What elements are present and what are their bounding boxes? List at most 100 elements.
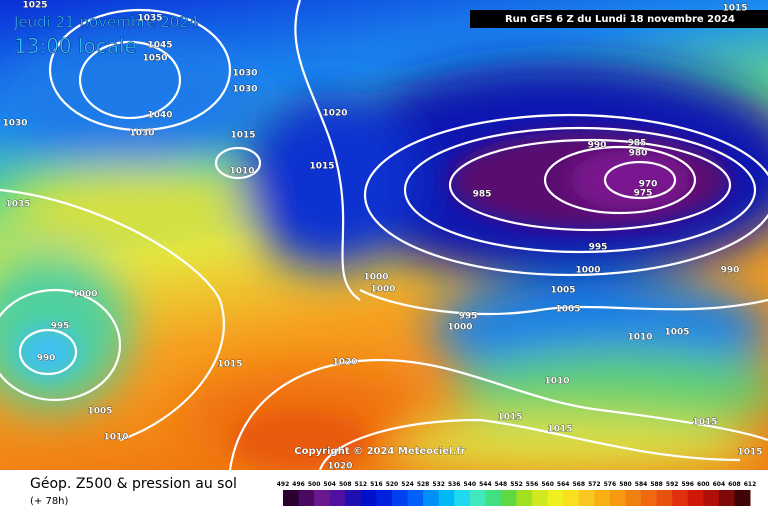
scale-label: 508 [339, 481, 352, 488]
scale-label: 532 [432, 481, 445, 488]
scale-label: 572 [588, 481, 601, 488]
scale-label: 524 [401, 481, 414, 488]
isobar-label: 1015 [692, 418, 717, 428]
scale-swatch [718, 490, 735, 506]
scale-label: 512 [355, 481, 368, 488]
isobar-label: 1030 [232, 85, 257, 95]
isobar-label: 990 [37, 354, 56, 364]
scale-swatch [672, 490, 689, 506]
scale-swatch [485, 490, 502, 506]
scale-label: 552 [510, 481, 523, 488]
scale-swatch [625, 490, 642, 506]
map-title: Géop. Z500 & pression au sol [30, 476, 237, 492]
scale-swatch [376, 490, 393, 506]
scale-swatch [547, 490, 564, 506]
scale-swatch [360, 490, 377, 506]
scale-swatch [532, 490, 549, 506]
isobar-label: 1020 [327, 462, 352, 472]
scale-label: 560 [541, 481, 554, 488]
scale-label: 520 [386, 481, 399, 488]
isobar-label: 1045 [147, 41, 172, 51]
scale-swatch [283, 490, 300, 506]
lead-time: (+ 78h) [30, 496, 69, 507]
scale-swatch [391, 490, 409, 506]
scale-label: 588 [650, 481, 663, 488]
run-info: Run GFS 6 Z du Lundi 18 novembre 2024 [505, 14, 735, 25]
scale-label: 516 [370, 481, 383, 488]
isobar-label: 1015 [722, 4, 747, 14]
isobar-label: 1000 [363, 273, 388, 283]
isobar-label: 1000 [447, 323, 472, 333]
scale-label: 548 [495, 481, 508, 488]
isobar-label: 1005 [550, 286, 575, 296]
isobar-label: 1015 [230, 131, 255, 141]
isobars [0, 0, 768, 470]
isobar-label: 1030 [2, 119, 27, 129]
isobar-label: 980 [629, 149, 648, 159]
isobar-label: 995 [589, 243, 608, 253]
scale-label: 496 [292, 481, 305, 488]
scale-swatch [454, 490, 471, 506]
scale-swatch [469, 490, 486, 506]
scale-swatch [298, 490, 315, 506]
scale-swatch [687, 490, 704, 506]
isobar-label: 1020 [332, 358, 357, 368]
field [0, 0, 768, 475]
scale-swatch [516, 490, 533, 506]
scale-label: 568 [573, 481, 586, 488]
isobar-label: 1015 [309, 162, 334, 172]
scale-swatch [563, 490, 580, 506]
isobar-label: 1020 [322, 109, 347, 119]
isobar-label: 1025 [22, 1, 47, 11]
forecast-time: 13:00 locale [14, 34, 137, 58]
isobar-label: 1010 [103, 433, 128, 443]
isobar-label: 1030 [232, 69, 257, 79]
scale-swatch [438, 490, 455, 506]
scale-label: 596 [681, 481, 694, 488]
copyright: Copyright © 2024 Meteociel.fr [294, 446, 465, 457]
isobar-label: 995 [459, 312, 478, 322]
scale-swatch [641, 490, 658, 506]
scale-label: 492 [277, 481, 290, 488]
forecast-date: Jeudi 21 novembre 2024 [13, 13, 198, 31]
isobar-label: 1005 [87, 407, 112, 417]
color-scale: 492 496 500 504 508 512 516 520 524 528 532 536 540 5… [277, 481, 757, 506]
isobar-label: 1015 [737, 448, 762, 458]
scale-label: 608 [728, 481, 741, 488]
isobar-label: 1050 [142, 54, 167, 64]
scale-label: 580 [619, 481, 632, 488]
isobar-label: 1015 [497, 413, 522, 423]
scale-label: 604 [713, 481, 726, 488]
run-box [470, 10, 768, 28]
scale-label: 544 [479, 481, 492, 488]
isobar-label: 990 [588, 141, 607, 151]
scale-swatch [423, 490, 440, 506]
scale-label: 536 [448, 481, 461, 488]
isobar-label: 995 [51, 322, 70, 332]
isobar-label: 1010 [627, 333, 652, 343]
isobar-label: 1010 [229, 167, 254, 177]
isobar-label: 1000 [575, 266, 600, 276]
isobar-label: 1030 [129, 129, 154, 139]
isobar-label: 1010 [544, 377, 569, 387]
scale-label: 556 [526, 481, 539, 488]
scale-swatch [594, 490, 611, 506]
isobar-label: 985 [473, 190, 492, 200]
scale-swatch [703, 490, 720, 506]
scale-label: 576 [604, 481, 617, 488]
scale-label: 592 [666, 481, 679, 488]
isobar-label: 970 [639, 180, 658, 190]
scale-swatch [656, 490, 673, 506]
scale-label: 504 [323, 481, 336, 488]
scale-swatch [345, 490, 362, 506]
isobar-label: 1015 [217, 360, 242, 370]
isobar-label: 1035 [5, 200, 30, 210]
isobar-label: 1000 [72, 290, 97, 300]
scale-swatch [329, 490, 346, 506]
isobar-label: 1000 [370, 285, 395, 295]
scale-swatch [734, 490, 751, 506]
scale-label: 528 [417, 481, 430, 488]
scale-swatch [407, 490, 424, 506]
scale-label: 612 [744, 481, 757, 488]
